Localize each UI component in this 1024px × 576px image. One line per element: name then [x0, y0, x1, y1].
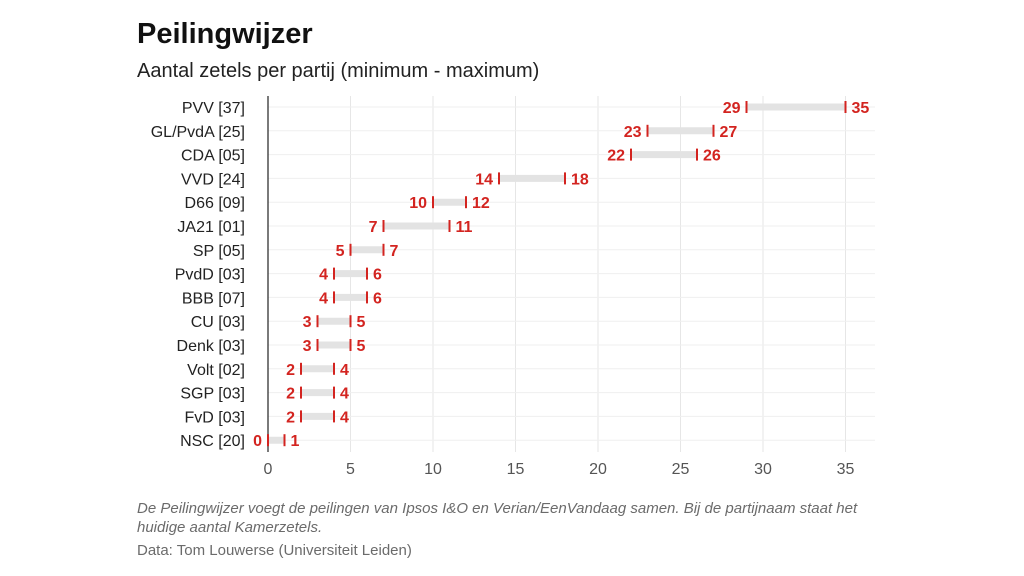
min-value-label: 0 — [253, 433, 262, 450]
x-tick-label: 0 — [264, 461, 273, 478]
category-label: PvdD [03] — [175, 267, 245, 284]
category-label: JA21 [01] — [177, 219, 245, 236]
max-value-label: 5 — [357, 314, 366, 331]
min-value-label: 23 — [624, 124, 642, 141]
max-value-label: 27 — [720, 124, 738, 141]
max-value-label: 35 — [852, 100, 870, 117]
min-value-label: 10 — [409, 195, 427, 212]
min-value-label: 4 — [319, 290, 328, 307]
min-value-label: 2 — [286, 362, 295, 379]
x-tick-label: 35 — [837, 461, 855, 478]
max-value-label: 26 — [703, 148, 721, 165]
min-value-label: 3 — [303, 314, 312, 331]
x-tick-label: 15 — [507, 461, 525, 478]
min-value-label: 4 — [319, 267, 328, 284]
category-label: CU [03] — [191, 314, 245, 331]
category-label: SP [05] — [193, 243, 245, 260]
x-tick-label: 25 — [672, 461, 690, 478]
chart-title: Peilingwijzer — [137, 18, 313, 50]
x-tick-label: 10 — [424, 461, 442, 478]
chart-subtitle: Aantal zetels per partij (minimum - maxi… — [137, 60, 540, 82]
max-value-label: 4 — [340, 386, 349, 403]
max-value-label: 11 — [456, 219, 473, 236]
category-label: GL/PvdA [25] — [151, 124, 245, 141]
chart-note: De Peilingwijzer voegt de peilingen van … — [137, 500, 858, 536]
max-value-label: 12 — [472, 195, 490, 212]
min-value-label: 7 — [369, 219, 378, 236]
x-tick-label: 5 — [346, 461, 355, 478]
min-value-label: 2 — [286, 386, 295, 403]
x-tick-label: 20 — [589, 461, 607, 478]
max-value-label: 6 — [373, 290, 382, 307]
min-value-label: 3 — [303, 338, 312, 355]
x-tick-label: 30 — [754, 461, 772, 478]
category-label: NSC [20] — [180, 433, 245, 450]
category-label: Denk [03] — [177, 338, 245, 355]
category-label: Volt [02] — [187, 362, 245, 379]
category-label: FvD [03] — [185, 409, 245, 426]
max-value-label: 5 — [357, 338, 366, 355]
category-label: BBB [07] — [182, 290, 245, 307]
chart-source: Data: Tom Louwerse (Universiteit Leiden) — [137, 542, 412, 559]
max-value-label: 1 — [291, 433, 300, 450]
max-value-label: 6 — [373, 267, 382, 284]
category-label: VVD [24] — [181, 171, 245, 188]
category-label: PVV [37] — [182, 100, 245, 117]
category-label: CDA [05] — [181, 148, 245, 165]
max-value-label: 4 — [340, 362, 349, 379]
category-label: D66 [09] — [185, 195, 245, 212]
max-value-label: 18 — [571, 171, 589, 188]
min-value-label: 29 — [723, 100, 741, 117]
min-value-label: 14 — [475, 171, 493, 188]
min-value-label: 2 — [286, 409, 295, 426]
min-value-label: 22 — [607, 148, 625, 165]
min-value-label: 5 — [336, 243, 345, 260]
category-label: SGP [03] — [180, 386, 245, 403]
max-value-label: 4 — [340, 409, 349, 426]
max-value-label: 7 — [390, 243, 399, 260]
